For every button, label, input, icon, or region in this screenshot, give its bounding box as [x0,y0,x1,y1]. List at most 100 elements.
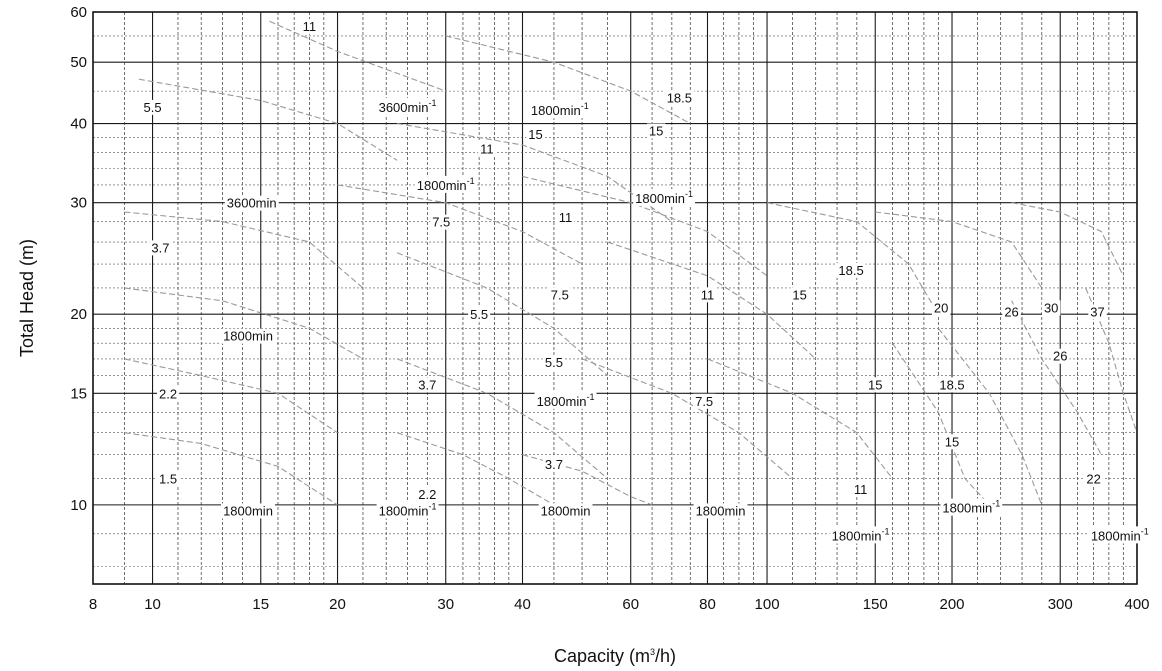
annotation-text: 30 [1044,300,1058,315]
curve-annotation: 2.2 [416,487,439,503]
annotation-background [790,287,809,303]
x-tick-label: 80 [699,596,716,613]
annotation-background [940,498,1003,516]
annotation-background [300,19,319,35]
annotation-label: 30 [1044,300,1058,315]
y-tick-label: 15 [70,385,87,402]
plot-frame [92,11,1138,585]
performance-curve [337,184,583,265]
annotation-text: 11 [854,482,868,497]
annotation-label: 18.5 [667,90,692,105]
x-tick-label: 400 [1124,596,1149,613]
annotation-background [1088,526,1151,544]
annotation-text: 11 [559,210,573,225]
curve-annotation: 7.5 [430,214,453,230]
annotation-label: 22 [1086,472,1100,487]
curve-annotation: 26 [1002,304,1021,320]
annotation-text: 5.5 [470,307,488,322]
annotation-background [157,386,180,402]
performance-curve [707,358,893,479]
y-axis-ticks: 10 15 20 30 40 50 60 [70,4,87,514]
annotation-text: 1.5 [159,472,177,487]
annotation-superscript: -1 [428,98,436,108]
y-tick-label: 20 [70,306,87,323]
x-tick-label: 15 [252,596,269,613]
curve-annotation: 11 [698,287,717,303]
annotation-label: 1800min-1 [942,499,1000,516]
annotation-background [1088,304,1107,320]
annotation-background [430,214,453,230]
curve-annotation: 1800min [693,503,748,519]
annotation-text: 1800min [696,503,746,518]
performance-curve [124,287,364,360]
performance-curve [1011,202,1124,277]
annotation-label: 1800min [541,503,591,518]
annotation-label: 1800min-1 [537,392,595,409]
annotation-background [538,503,593,519]
annotation-background [528,101,591,119]
curve-annotation: 18.5 [836,262,866,278]
performance-curve [396,252,608,377]
annotation-background [376,97,439,115]
curve-annotation: 15 [942,434,962,450]
annotation-background [836,262,866,278]
annotation-background [693,393,716,409]
annotation-label: 7.5 [432,215,450,230]
annotation-text: 7.5 [432,215,450,230]
x-axis-title: Capacity (m3/h) [554,646,676,666]
annotation-background [942,434,962,450]
annotation-text: 11 [701,287,715,302]
annotation-background [416,377,439,393]
annotation-label: 1800min-1 [531,101,589,118]
performance-curve [138,78,398,161]
annotation-text: 22 [1086,472,1100,487]
performance-curve [581,358,793,480]
annotation-text: 7.5 [551,287,569,302]
curve-annotation: 15 [790,287,809,303]
annotation-label: 2.2 [418,487,436,502]
annotation-superscript: -1 [586,392,594,402]
annotation-background [851,481,870,497]
curve-annotation: 1800min-1 [534,391,597,409]
annotation-text: 15 [649,123,663,138]
curve-annotation: 37 [1088,304,1107,320]
annotation-label: 1800min-1 [635,189,693,206]
annotation-text: 15 [528,127,542,142]
annotation-superscript: -1 [685,189,693,199]
annotation-text: 1800min [379,503,429,518]
curve-annotation: 5.5 [141,99,164,115]
annotation-label: 7.5 [695,394,713,409]
curve-annotation: 5.5 [468,307,491,323]
curve-annotation: 3.7 [542,457,565,473]
x-axis-title-tail: /h) [655,646,676,666]
annotation-label: 1800min-1 [1091,526,1149,543]
annotation-text: 26 [1004,304,1018,319]
curve-annotation: 22 [1084,471,1103,487]
annotation-label: 3.7 [418,377,436,392]
x-axis-title-sup: 3 [650,647,655,657]
annotation-background [937,377,967,393]
annotation-label: 11 [480,142,494,157]
annotation-label: 20 [934,300,948,315]
annotation-text: 11 [480,142,494,157]
annotation-label: 15 [945,434,959,449]
curve-annotation: 15 [866,377,885,393]
annotation-text: 3.7 [418,377,436,392]
annotation-label: 1800min [223,503,273,518]
curve-annotation: 1800min-1 [414,175,477,193]
x-tick-label: 150 [863,596,888,613]
performance-curve [396,432,555,506]
annotation-background [646,123,666,139]
annotation-background [548,287,571,303]
annotation-background [829,526,892,544]
curve-annotation: 15 [646,123,666,139]
curve-annotation: 1800min-1 [829,526,892,544]
annotation-text: 1800min [223,329,273,344]
annotation-label: 18.5 [838,263,863,278]
annotation-background [1084,471,1103,487]
annotation-background [526,127,545,143]
performance-curve [124,211,364,289]
y-tick-label: 30 [70,195,87,212]
annotation-superscript: -1 [581,101,589,111]
curve-annotation: 1800min-1 [940,498,1003,516]
